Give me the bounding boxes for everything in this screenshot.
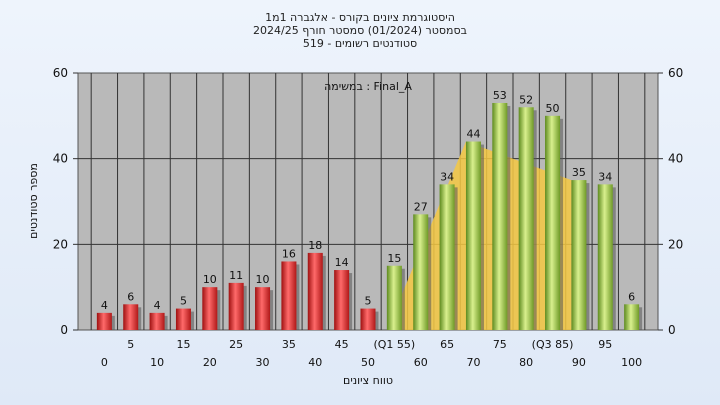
y-tick-label-right: 0 <box>668 323 676 337</box>
x-tick-label: 10 <box>150 356 164 369</box>
x-tick-label: 15 <box>176 338 190 351</box>
bar-value-label: 14 <box>335 256 349 269</box>
chart-title-line-2: בסמסטר (01/2024) סמסטר חורף 2024/25 <box>253 24 467 37</box>
bar-value-label: 4 <box>154 299 161 312</box>
bar-value-label: 11 <box>229 269 243 282</box>
x-tick-label: 80 <box>519 356 533 369</box>
x-tick-label: (Q3 85) <box>532 338 574 351</box>
bar-15 <box>175 308 191 330</box>
bar-value-label: 27 <box>414 200 428 213</box>
y-tick-label-right: 20 <box>668 237 683 251</box>
bar-35 <box>281 261 297 330</box>
y-tick-label-left: 20 <box>53 237 68 251</box>
y-tick-label-right: 40 <box>668 152 683 166</box>
bar-0 <box>96 312 112 330</box>
bar-20 <box>202 287 218 330</box>
bar-value-label: 6 <box>628 290 635 303</box>
x-axis-label: טווח ציונים <box>343 374 393 387</box>
x-tick-label: 25 <box>229 338 243 351</box>
bar-65 <box>439 184 455 330</box>
x-tick-label: 75 <box>493 338 507 351</box>
bar-50 <box>360 308 376 330</box>
bar-40 <box>307 252 323 330</box>
bar-55 <box>386 265 402 330</box>
x-tick-label: 35 <box>282 338 296 351</box>
bar-60 <box>413 214 429 330</box>
bar-75 <box>492 102 508 330</box>
x-tick-label: 95 <box>598 338 612 351</box>
x-tick-label: 20 <box>203 356 217 369</box>
bar-value-label: 35 <box>572 166 586 179</box>
bar-80 <box>518 107 534 331</box>
bar-30 <box>255 287 271 330</box>
bar-95 <box>597 184 613 330</box>
bar-value-label: 10 <box>256 273 270 286</box>
bar-value-label: 44 <box>466 128 480 141</box>
y-tick-label-right: 60 <box>668 66 683 80</box>
bar-value-label: 34 <box>440 170 454 183</box>
y-axis-label: מספר סטודנטים <box>27 163 40 239</box>
x-tick-label: 45 <box>335 338 349 351</box>
x-tick-label: 65 <box>440 338 454 351</box>
y-tick-label-left: 40 <box>53 152 68 166</box>
x-tick-label: 40 <box>308 356 322 369</box>
bar-value-label: 10 <box>203 273 217 286</box>
y-tick-label-left: 60 <box>53 66 68 80</box>
bar-value-label: 15 <box>387 252 401 265</box>
bar-value-label: 18 <box>308 239 322 252</box>
bar-value-label: 53 <box>493 89 507 102</box>
y-tick-label-left: 0 <box>60 323 68 337</box>
bar-10 <box>149 312 165 330</box>
bar-70 <box>465 141 481 330</box>
bar-value-label: 50 <box>546 102 560 115</box>
chart-title-line-1: היסטוגרמת ציונים בקורס - אלגברה 1מ1 <box>265 11 455 24</box>
bar-value-label: 5 <box>180 295 187 308</box>
bar-25 <box>228 282 244 330</box>
x-tick-label: 90 <box>572 356 586 369</box>
x-tick-label: 30 <box>256 356 270 369</box>
x-tick-label: 0 <box>101 356 108 369</box>
x-tick-label: 100 <box>621 356 642 369</box>
bar-value-label: 6 <box>127 290 134 303</box>
bar-100 <box>624 304 640 330</box>
x-tick-label: 60 <box>414 356 428 369</box>
x-tick-label: (Q1 55) <box>373 338 415 351</box>
bar-value-label: 4 <box>101 299 108 312</box>
x-tick-label: 5 <box>127 338 134 351</box>
bar-45 <box>334 270 350 330</box>
x-tick-label: 70 <box>466 356 480 369</box>
bar-5 <box>123 304 139 330</box>
bar-value-label: 16 <box>282 247 296 260</box>
bar-90 <box>571 180 587 330</box>
annotation-label: במשימה : Final_A <box>324 80 412 93</box>
chart-title-line-3: 519 - סטודנטים רשומים <box>302 37 418 50</box>
x-tick-label: 50 <box>361 356 375 369</box>
bar-value-label: 5 <box>365 295 372 308</box>
bar-value-label: 34 <box>598 170 612 183</box>
bar-value-label: 52 <box>519 93 533 106</box>
bar-85 <box>545 115 561 330</box>
